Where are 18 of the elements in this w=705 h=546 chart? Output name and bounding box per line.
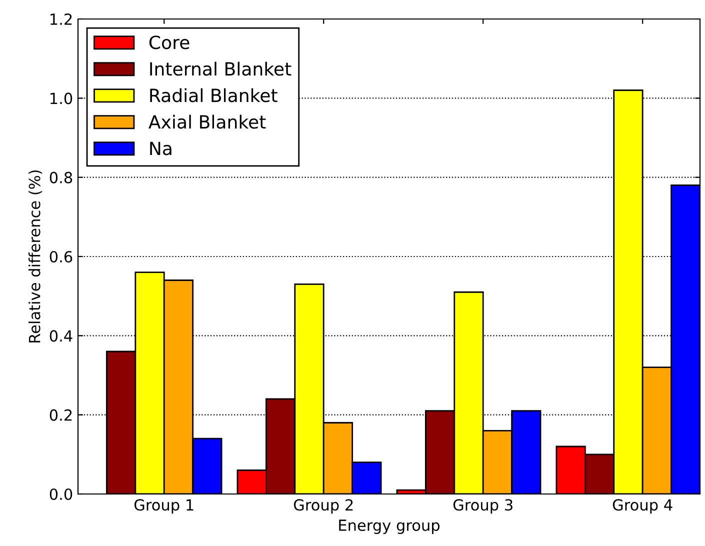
- x-tick-label: Group 4: [612, 499, 672, 514]
- x-tick-label: Group 2: [294, 499, 353, 514]
- x-tick-label: Group 1: [134, 499, 194, 514]
- legend-label: Na: [150, 142, 172, 156]
- y-tick-label: 0.6: [50, 250, 72, 263]
- legend-label: Core: [149, 36, 190, 50]
- legend-label: Axial Blanket: [148, 114, 266, 129]
- y-tick-label: 1.2: [50, 13, 72, 25]
- x-axis-title: Energy group: [339, 520, 440, 534]
- y-tick-label: 0.0: [50, 488, 72, 500]
- legend-label: Radial Blanket: [150, 88, 278, 102]
- y-tick-label: 1.0: [50, 92, 72, 104]
- x-tick-label: Group 3: [453, 499, 512, 514]
- y-axis-title: Relative difference (%): [28, 170, 42, 342]
- legend-label: Internal Blanket: [150, 62, 292, 76]
- y-tick-label: 0.2: [50, 409, 72, 421]
- y-tick-label: 0.8: [50, 172, 72, 184]
- y-tick-label: 0.4: [50, 330, 72, 342]
